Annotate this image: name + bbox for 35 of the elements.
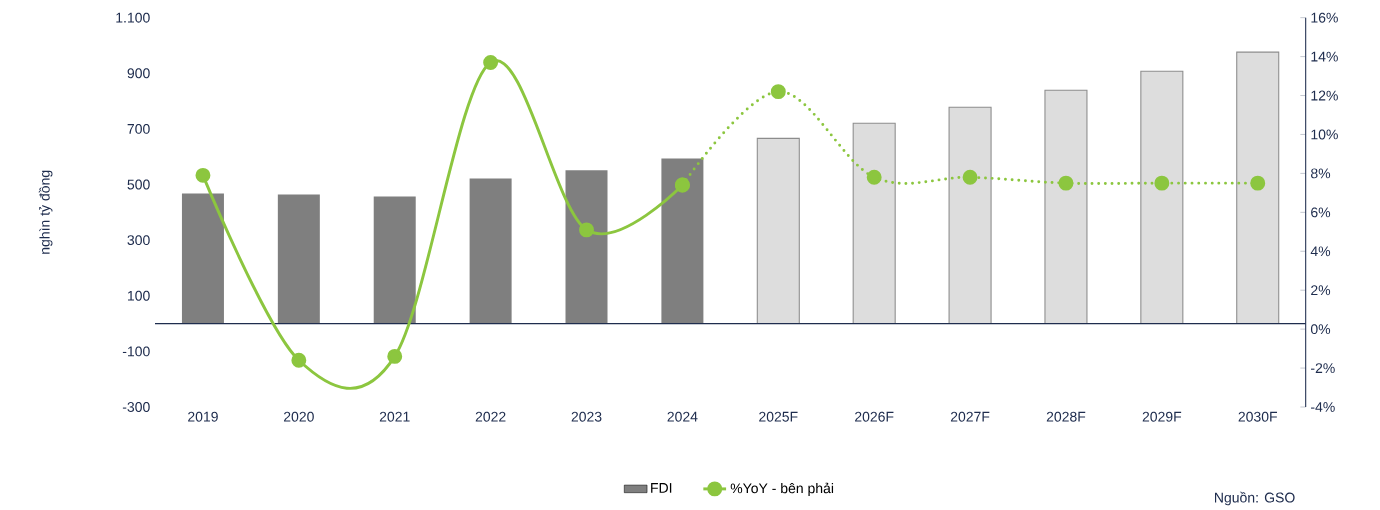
legend-label: %YoY - bên phải xyxy=(730,482,834,497)
y-tick-label: 900 xyxy=(127,68,150,79)
x-tick-label: 2028F xyxy=(1046,411,1086,422)
x-tick-label: 2024 xyxy=(667,411,698,422)
x-tick-label: 2019 xyxy=(188,411,218,422)
y2-tick-label: 6% xyxy=(1311,207,1331,218)
y-tick-label: 500 xyxy=(127,179,150,190)
y-axis-title: nghìn tỷ đồng xyxy=(38,170,53,254)
x-tick-label: 2023 xyxy=(571,411,602,422)
y2-tick-label: -2% xyxy=(1311,363,1335,373)
text: Nguồn: GSO xyxy=(1215,491,1295,506)
x-tick-label: 2026F xyxy=(855,411,894,422)
y2-tick-label: 0% xyxy=(1310,324,1331,335)
y2-tick-label: 16% xyxy=(1311,12,1338,23)
y-tick-label: 300 xyxy=(127,235,150,246)
y-tick-label: -300 xyxy=(122,402,150,412)
x-tick-label: 2025F xyxy=(759,411,798,422)
legend-label: FDI xyxy=(651,483,672,493)
x-tick-label: 2020 xyxy=(283,411,314,422)
x-tick-label: 2029F xyxy=(1142,411,1182,422)
y2-tick-label: 4% xyxy=(1310,246,1331,257)
y-tick-label: 700 xyxy=(127,123,150,134)
y-tick-label: 1.100 xyxy=(116,12,150,23)
y-tick-label: 100 xyxy=(128,290,150,301)
y2-tick-label: 8% xyxy=(1311,168,1331,179)
y2-tick-label: 2% xyxy=(1311,285,1331,296)
x-tick-label: 2027F xyxy=(950,411,990,422)
x-tick-label: 2030F xyxy=(1238,411,1278,422)
y2-tick-label: -4% xyxy=(1311,402,1335,412)
y2-tick-label: 10% xyxy=(1311,129,1338,140)
y2-tick-label: 14% xyxy=(1311,51,1338,62)
x-tick-label: 2021 xyxy=(379,411,410,422)
y2-tick-label: 12% xyxy=(1311,90,1338,101)
x-tick-label: 2022 xyxy=(475,411,506,422)
y-tick-label: -100 xyxy=(122,346,150,357)
